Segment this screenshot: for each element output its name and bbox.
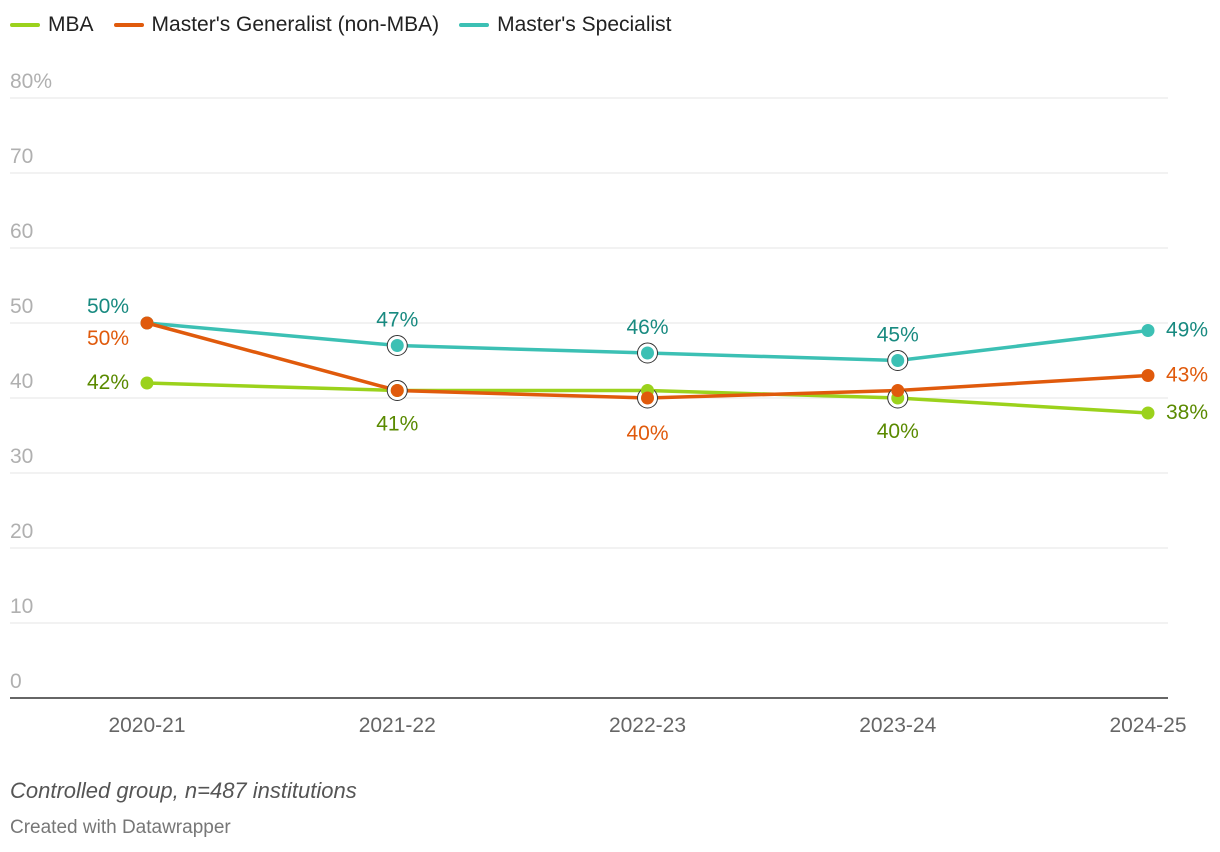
legend-swatch-generalist [113, 23, 144, 27]
data-point [891, 384, 905, 397]
data-label: 50% [87, 327, 129, 350]
y-tick-label: 80% [10, 70, 52, 93]
line-chart: 0 10 20 30 40 50 60 70 80% 2020-21 2021-22 2022-23 2… [10, 70, 1208, 737]
y-tick-label: 10 [10, 595, 33, 618]
data-label: 50% [87, 295, 129, 318]
x-tick-label: 2024-25 [1109, 714, 1186, 737]
x-tick-label: 2022-23 [609, 714, 686, 737]
chart-legend: MBA Master's Generalist (non-MBA) Master… [10, 13, 692, 37]
data-label: 46% [626, 316, 668, 339]
chart-note: Controlled group, n=487 institutions [10, 778, 357, 803]
x-tick-label: 2021-22 [359, 714, 436, 737]
x-tick-label: 2023-24 [859, 714, 936, 737]
chart-credit: Created with Datawrapper [10, 817, 231, 838]
data-point [1141, 324, 1155, 337]
legend-label-mba: MBA [48, 13, 94, 36]
data-label: 43% [1166, 364, 1208, 387]
data-point [390, 384, 404, 397]
y-tick-label: 60 [10, 220, 33, 243]
data-point [641, 391, 654, 405]
data-label: 42% [87, 371, 129, 394]
data-label: 47% [376, 309, 418, 332]
y-tick-label: 70 [10, 145, 33, 168]
y-tick-label: 50 [10, 295, 33, 318]
y-tick-label: 0 [10, 670, 22, 693]
data-label: 45% [877, 324, 919, 347]
legend-swatch-specialist [459, 23, 490, 27]
data-label: 40% [626, 422, 668, 445]
legend-item-specialist: Master's Specialist [459, 13, 672, 37]
data-point [641, 346, 654, 360]
data-label: 41% [376, 413, 418, 436]
data-label: 40% [877, 420, 919, 443]
legend-label-specialist: Master's Specialist [497, 13, 672, 36]
x-tick-label: 2020-21 [108, 714, 185, 737]
legend-label-generalist: Master's Generalist (non-MBA) [151, 13, 440, 36]
data-point [1141, 406, 1155, 420]
data-point [390, 339, 404, 352]
data-label: 49% [1166, 319, 1208, 342]
legend-swatch-mba [10, 23, 40, 27]
data-point [891, 354, 905, 367]
legend-item-generalist: Master's Generalist (non-MBA) [113, 13, 440, 37]
y-tick-label: 20 [10, 520, 33, 543]
data-point [140, 316, 154, 330]
data-label: 38% [1166, 401, 1208, 424]
y-tick-label: 40 [10, 370, 33, 393]
data-point [1141, 369, 1155, 382]
legend-item-mba: MBA [10, 13, 94, 37]
data-point [140, 376, 154, 390]
y-tick-label: 30 [10, 445, 33, 468]
